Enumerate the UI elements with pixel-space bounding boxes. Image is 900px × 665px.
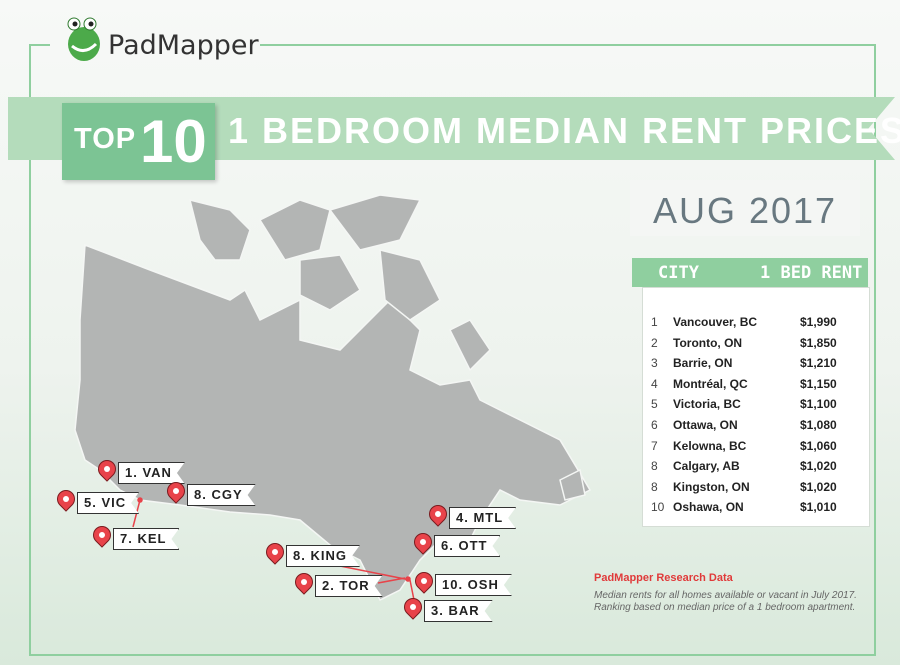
cell-city: Kingston, ON	[673, 479, 750, 494]
cell-city: Kelowna, BC	[673, 438, 747, 453]
cell-rank: 2	[651, 335, 658, 350]
cell-rent: $1,100	[800, 397, 837, 412]
cell-city: Victoria, BC	[673, 397, 741, 412]
cell-rank: 10	[651, 500, 665, 515]
cell-city: Ottawa, ON	[673, 418, 738, 432]
pin-label: 8. KING	[286, 545, 360, 567]
date-box: AUG 2017	[630, 180, 860, 236]
cell-rank: 8	[651, 479, 658, 494]
table-body: 1 Vancouver, BC $1,990 2 Toronto, ON $1,850 3 B…	[642, 287, 870, 527]
pin-label: 5. VIC	[77, 492, 139, 514]
pin-label: 1. VAN	[118, 462, 185, 484]
pin-label: 2. TOR	[315, 575, 383, 597]
cell-rent: $1,850	[800, 335, 837, 350]
cell-city: Vancouver, BC	[673, 315, 758, 329]
cell-rent: $1,210	[800, 356, 837, 371]
note-text: Median rents for all homes available or …	[594, 590, 857, 613]
cell-city: Toronto, ON	[673, 335, 743, 350]
cell-rent: $1,990	[800, 315, 837, 329]
pin-label: 3. BAR	[424, 600, 493, 622]
cell-rank: 7	[651, 438, 658, 453]
cell-city: Oshawa, ON	[673, 500, 744, 515]
pin-label: 7. KEL	[113, 528, 179, 550]
cell-rank: 6	[651, 418, 658, 432]
top-box: TOP 10	[62, 103, 215, 180]
pin-label: 4. MTL	[449, 507, 516, 529]
cell-rent: $1,020	[800, 479, 837, 494]
cell-rent: $1,020	[800, 459, 837, 474]
frame	[29, 44, 876, 656]
cell-rank: 5	[651, 397, 658, 412]
pin-label: 8. CGY	[187, 484, 256, 506]
pin-label: 6. OTT	[434, 535, 500, 557]
cell-city: Calgary, AB	[673, 459, 740, 474]
top-word: TOP	[74, 123, 137, 155]
cell-rank: 4	[651, 376, 658, 391]
title: 1 BEDROOM MEDIAN RENT PRICES	[228, 110, 900, 151]
column-header: 1 BED RENT	[760, 263, 863, 283]
cell-rank: 1	[651, 315, 658, 329]
cell-city: Montréal, QC	[673, 376, 748, 391]
column-header: CITY	[658, 263, 699, 283]
note-title: PadMapper Research Data	[594, 572, 733, 584]
pin-label: 10. OSH	[435, 574, 512, 596]
brand: PadMapper	[108, 30, 259, 61]
cell-rank: 3	[651, 356, 658, 371]
cell-rank: 8	[651, 459, 658, 474]
table-header: CITY 1 BED RENT	[632, 258, 868, 287]
cell-rent: $1,150	[800, 376, 837, 391]
cell-city: Barrie, ON	[673, 356, 733, 371]
cell-rent: $1,010	[800, 500, 837, 515]
logo-frog	[67, 17, 100, 61]
top-number: 10	[140, 108, 207, 175]
cell-rent: $1,080	[800, 418, 837, 432]
cell-rent: $1,060	[800, 438, 837, 453]
date: AUG 2017	[652, 190, 838, 231]
